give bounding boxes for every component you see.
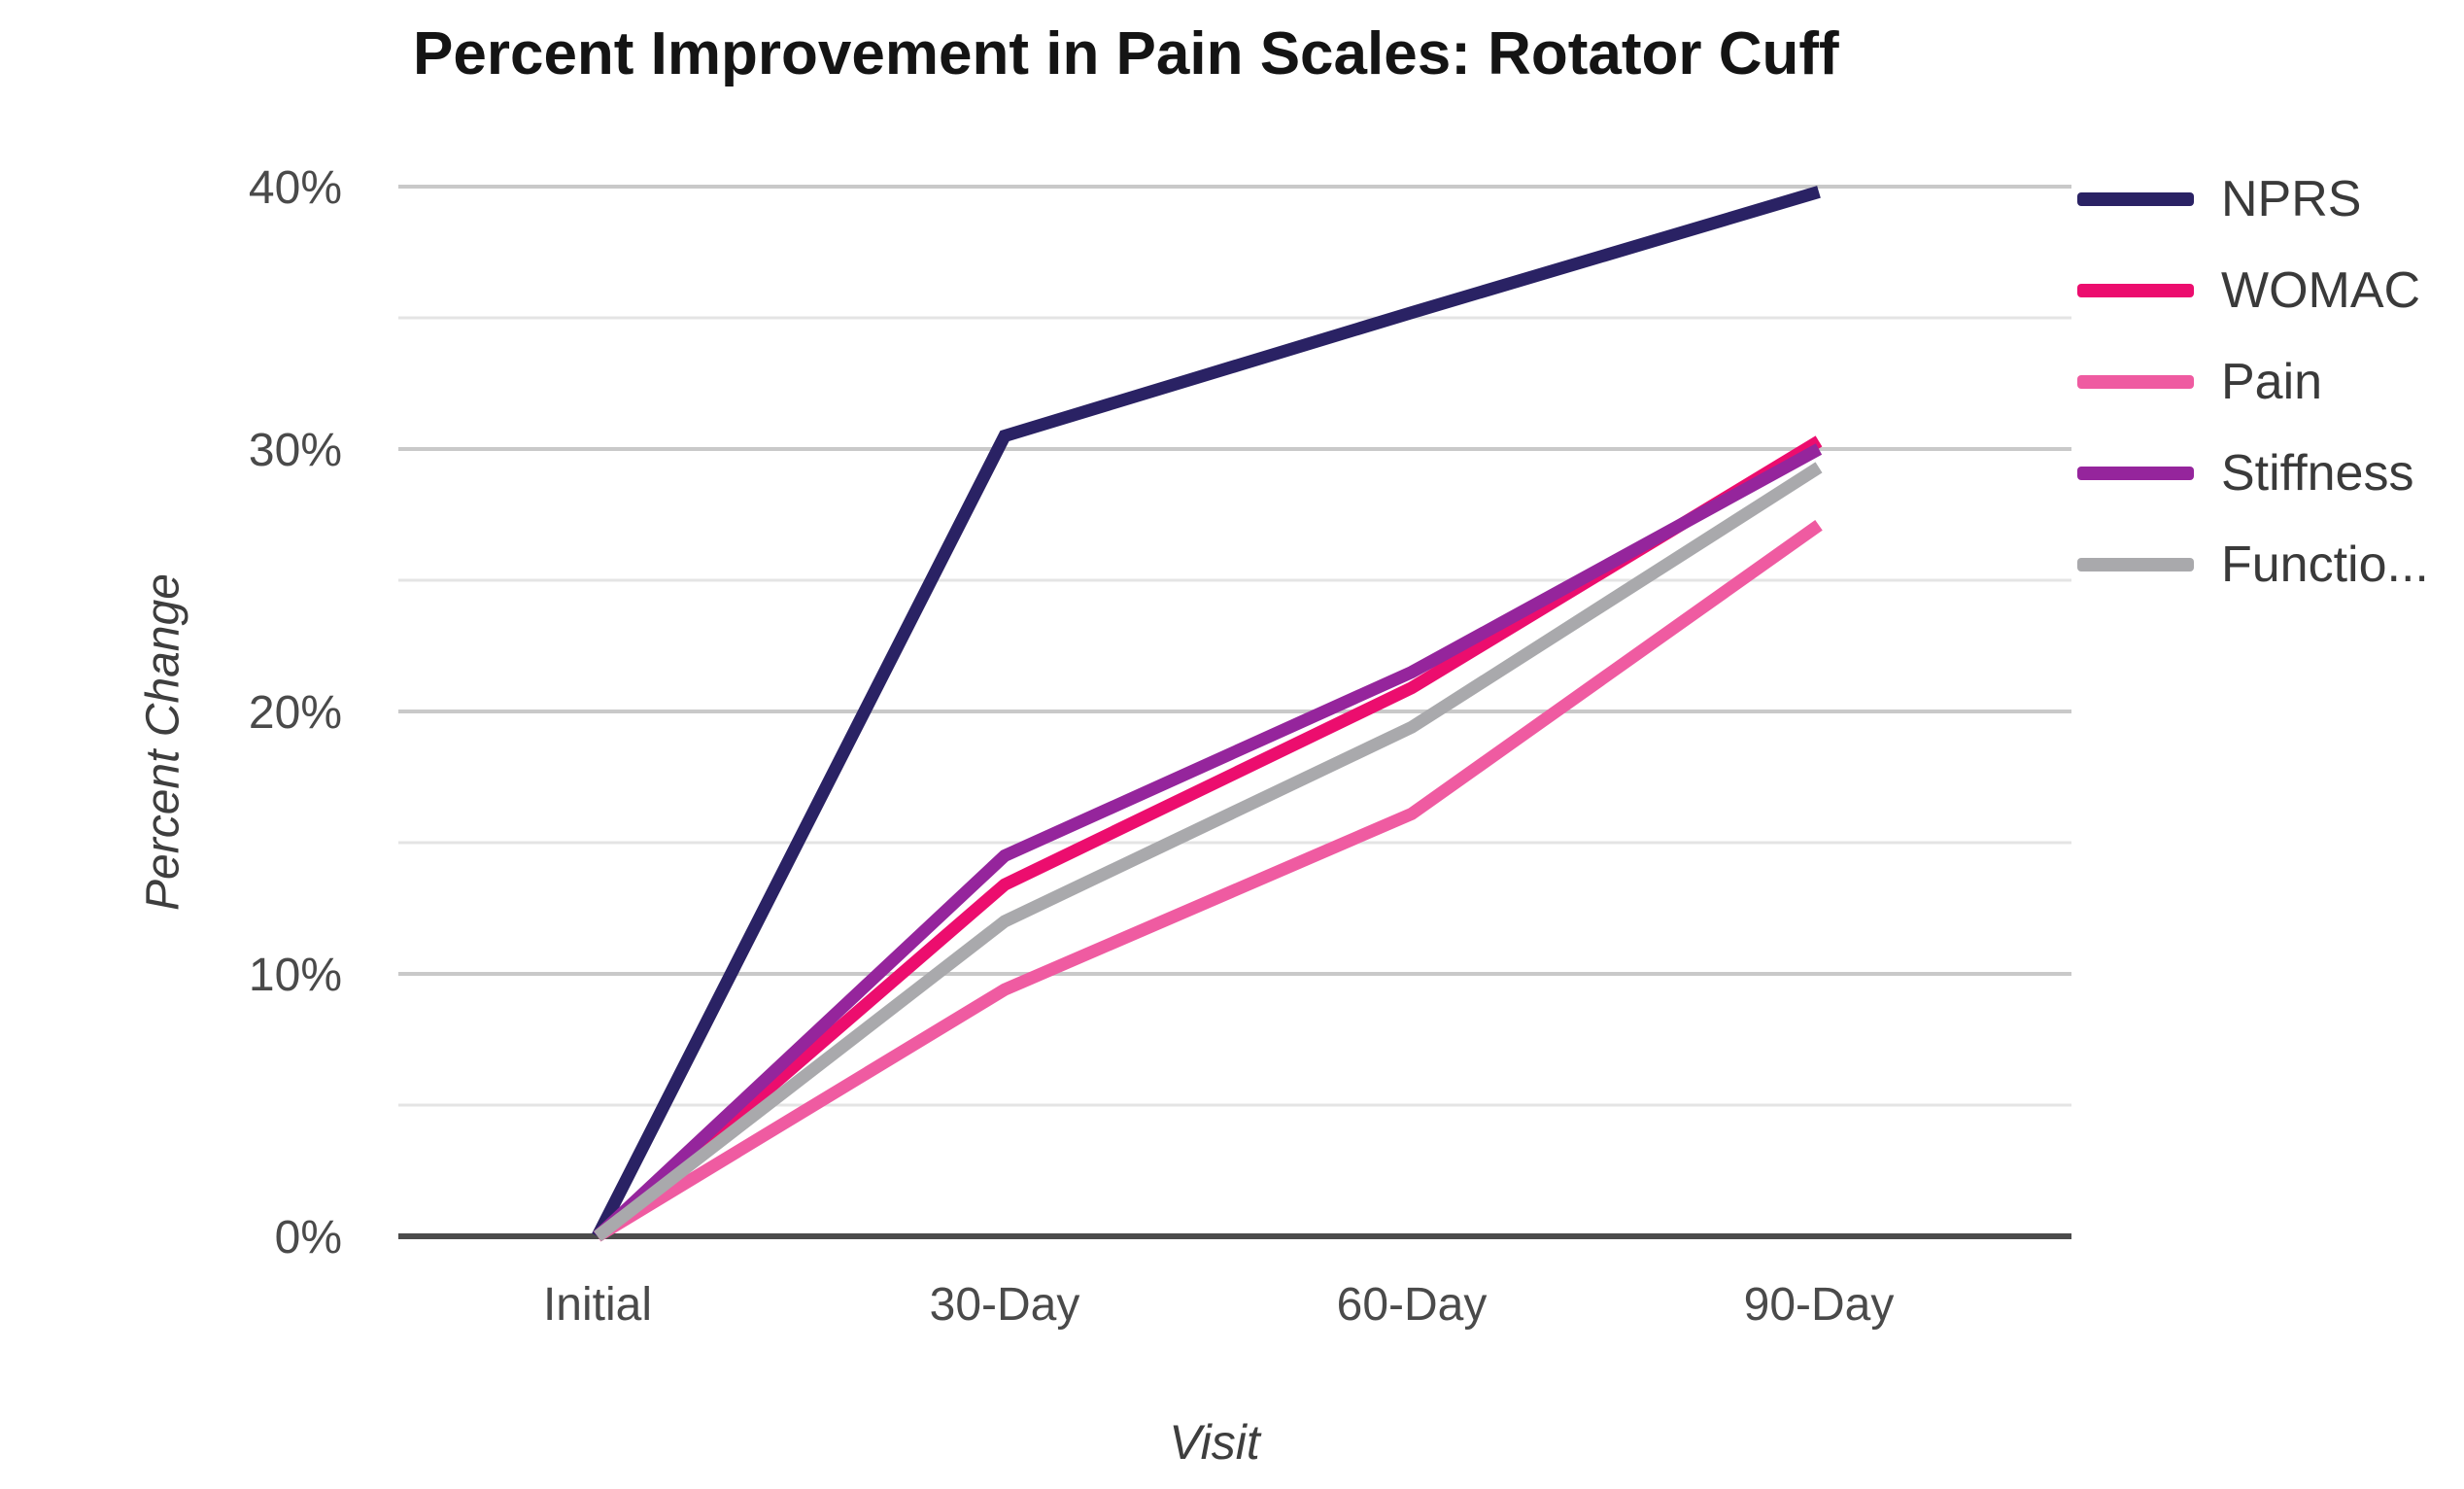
legend-label-nprs: NPRS (2221, 170, 2362, 227)
legend-label-womac: WOMAC (2221, 261, 2421, 319)
legend-item-womac: WOMAC (2077, 262, 2429, 319)
x-tick-label-30-day: 30-Day (930, 1279, 1080, 1331)
legend-swatch-womac (2077, 283, 2194, 297)
y-tick-label-20: 20% (249, 687, 342, 739)
legend-swatch-function (2077, 557, 2194, 571)
series-line-pain (594, 519, 1823, 1242)
legend-swatch-stiffness (2077, 466, 2194, 480)
series-line-nprs (592, 186, 1821, 1239)
y-tick-label-10: 10% (249, 950, 342, 1001)
legend-label-function: Functio... (2221, 536, 2429, 593)
x-tick-label-initial: Initial (543, 1279, 652, 1331)
series-line-stiffness (593, 443, 1823, 1241)
legend-label-stiffness: Stiffness (2221, 444, 2414, 502)
series-lines (592, 186, 1823, 1242)
series-line-function (594, 462, 1823, 1242)
chart-title: Percent Improvement in Pain Scales: Rota… (413, 20, 1839, 87)
legend: NPRS WOMAC Pain Stiffness Functio... (2077, 170, 2429, 593)
legend-swatch-pain (2077, 374, 2194, 389)
y-axis-title: Percent Change (137, 573, 189, 911)
legend-item-stiffness: Stiffness (2077, 444, 2429, 502)
legend-item-pain: Pain (2077, 354, 2429, 410)
y-tick-label-30: 30% (249, 425, 342, 476)
legend-item-function: Functio... (2077, 537, 2429, 593)
series-line-womac (593, 435, 1823, 1241)
x-axis-title: Visit (1169, 1415, 1260, 1470)
gridlines (398, 185, 2071, 1107)
x-tick-label-90-day: 90-Day (1744, 1279, 1895, 1331)
x-tick-labels: Initial 30-Day 60-Day 90-Day (543, 1279, 1894, 1331)
legend-swatch-nprs (2077, 191, 2194, 206)
legend-item-nprs: NPRS (2077, 170, 2429, 227)
y-tick-labels: 0% 10% 20% 30% 40% (249, 162, 342, 1264)
y-tick-label-40: 40% (249, 162, 342, 214)
y-tick-label-0: 0% (275, 1212, 342, 1264)
x-tick-label-60-day: 60-Day (1337, 1279, 1488, 1331)
legend-label-pain: Pain (2221, 353, 2323, 410)
